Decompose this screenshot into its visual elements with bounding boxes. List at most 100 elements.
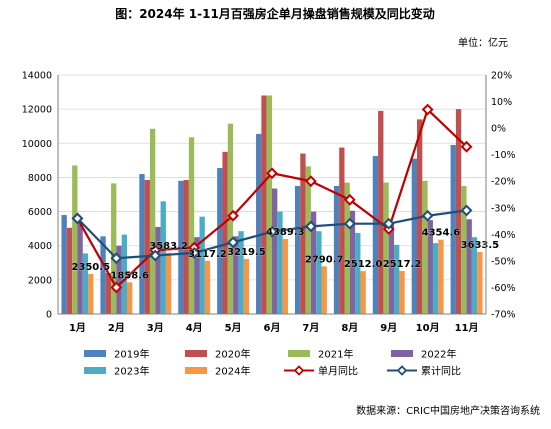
y-tick-label: 2000 [28, 275, 52, 286]
x-tick-label: 3月 [147, 322, 164, 334]
legend-label: 2021年 [318, 348, 353, 361]
legend: 2019年 2020年 2021年 2022年 2023年 2024年 单月同比 累计同比 [84, 348, 461, 378]
bar [155, 226, 161, 314]
bar [261, 95, 267, 314]
bar [88, 273, 94, 314]
bar [126, 282, 133, 314]
point-marker [304, 220, 317, 233]
bar [438, 239, 444, 314]
bar [339, 147, 345, 314]
data-label: 2512.0 [344, 259, 383, 270]
y2-tick-label: -60% [491, 283, 516, 294]
bar [333, 185, 340, 314]
bar [272, 188, 278, 314]
point-marker [266, 167, 278, 180]
y2-tick-label: -10% [491, 150, 516, 161]
bar [256, 133, 262, 314]
source-note: 数据来源：CRIC中国房地产决策咨询系统 [356, 404, 540, 417]
bar [349, 210, 356, 314]
bar [139, 174, 145, 314]
bar [399, 271, 405, 314]
bar [194, 237, 200, 314]
point-marker [460, 204, 473, 217]
bar [427, 220, 433, 314]
point-marker [304, 175, 317, 188]
point-marker [460, 140, 473, 153]
bar [305, 166, 311, 314]
x-tick-label: 5月 [225, 322, 242, 334]
legend-swatch [84, 367, 106, 374]
data-label: 3583.2 [149, 241, 188, 252]
bar [165, 252, 172, 314]
bar [282, 239, 288, 314]
y2-tick-label: -50% [491, 256, 516, 267]
chart-title: 图：2024年 1-11月百强房企单月操盘销售规模及同比变动 [115, 6, 435, 21]
x-tick-label: 10月 [416, 322, 440, 334]
y2-tick-label: -40% [491, 230, 516, 241]
bar [321, 266, 327, 314]
bar [121, 234, 127, 314]
bar [82, 253, 89, 314]
legend-swatch [288, 350, 310, 357]
bar [316, 231, 322, 314]
bar [466, 219, 472, 314]
y2-tick-label: 10% [491, 97, 512, 108]
point-marker [110, 252, 123, 265]
y2-tick-label: 0% [491, 124, 506, 135]
data-label: 2517.2 [383, 259, 422, 270]
legend-swatch [185, 350, 207, 357]
bar [310, 211, 317, 314]
bar [72, 165, 78, 314]
unit-label: 单位：亿元 [458, 36, 508, 49]
data-label: 2790.7 [305, 254, 344, 265]
bar [471, 237, 478, 314]
bar [378, 110, 384, 314]
line-series [71, 103, 473, 294]
point-marker [149, 249, 162, 262]
data-label: 4389.3 [266, 227, 305, 238]
point-marker [421, 103, 434, 116]
bar [344, 182, 350, 314]
y2-tick-label: -30% [491, 203, 516, 214]
y-tick-label: 14000 [22, 71, 52, 82]
legend-label: 2022年 [421, 348, 456, 361]
bar [66, 227, 73, 314]
legend-swatch [185, 367, 207, 374]
y2-tick-label: -20% [491, 177, 516, 188]
point-marker [343, 217, 356, 230]
legend-label: 累计同比 [421, 365, 461, 378]
x-tick-label: 4月 [186, 322, 203, 334]
bar [144, 179, 150, 314]
legend-swatch [391, 350, 413, 357]
bar [188, 137, 195, 314]
y-tick-label: 6000 [28, 207, 52, 218]
bar [199, 216, 205, 314]
bar [450, 144, 456, 314]
bar [222, 151, 228, 314]
y-tick-label: 8000 [28, 173, 52, 184]
bar [238, 231, 244, 314]
legend-label: 2020年 [215, 348, 250, 361]
legend-swatch [84, 350, 106, 357]
bar [61, 214, 67, 314]
y2-tick-label: -70% [491, 310, 516, 321]
point-marker [227, 236, 240, 249]
bar [388, 222, 395, 314]
bar [183, 179, 189, 314]
y-tick-label: 12000 [22, 105, 52, 116]
bar [394, 244, 400, 314]
bar [116, 245, 122, 314]
point-marker [110, 281, 123, 294]
legend-label: 2019年 [114, 348, 149, 361]
x-tick-label: 7月 [302, 322, 319, 334]
x-tick-label: 1月 [69, 322, 86, 334]
bar [233, 236, 239, 314]
point-marker [382, 217, 395, 230]
x-tick-label: 2月 [108, 322, 125, 334]
bar [149, 128, 156, 314]
legend-label: 2024年 [215, 365, 250, 378]
bar [477, 251, 483, 314]
bar [160, 201, 166, 314]
